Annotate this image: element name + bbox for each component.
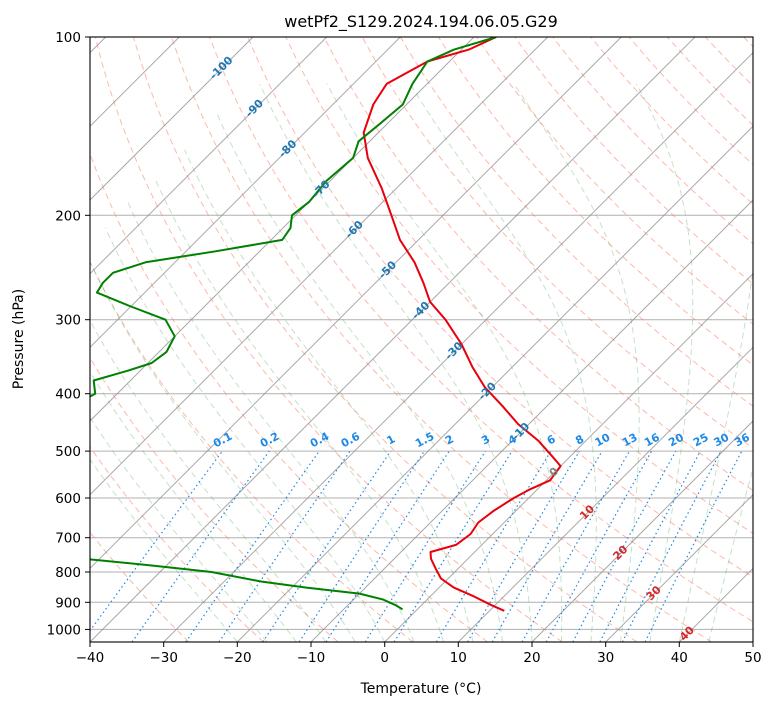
mixing-ratio-line: [364, 450, 486, 642]
y-tick-label: 400: [55, 387, 81, 403]
plot-frame: [89, 36, 754, 643]
isotherms: [90, 37, 753, 642]
isotherm-line: [90, 37, 475, 422]
temperature-line: [362, 37, 562, 612]
mixing-ratio-line: [185, 450, 320, 642]
y-tick-label: 600: [55, 491, 81, 507]
mixing-ratio-line: [599, 450, 702, 642]
dewpoint-line: [90, 37, 497, 611]
mixing-ratio-line: [466, 450, 580, 642]
moist-adiabat: [326, 83, 563, 642]
x-axis-label: Temperature (°C): [360, 681, 482, 697]
pressure-gridlines: [90, 36, 753, 630]
dry-adiabats: [90, 37, 753, 642]
dry-adiabat: [323, 37, 753, 491]
x-tick-label: −20: [223, 650, 252, 666]
x-tick-label: −30: [149, 650, 178, 666]
mixing-ratio-label: 20: [666, 431, 686, 450]
isotherm-line: [605, 493, 753, 642]
isotherm-line: [90, 37, 549, 496]
plot-content: [90, 37, 753, 642]
dry-adiabat: [247, 37, 753, 578]
isotherm-line: [90, 37, 696, 642]
mixing-ratio-line: [298, 450, 425, 642]
mixing-ratio-line: [435, 450, 552, 642]
mixing-ratio-label: 30: [712, 431, 732, 450]
x-tick-label: 20: [523, 650, 540, 666]
dry-adiabat: [94, 37, 563, 642]
moist-adiabat: [104, 227, 386, 642]
moist-adiabat: [90, 319, 327, 642]
sounding-series: [90, 37, 562, 612]
mixing-ratio-label: 13: [620, 431, 640, 450]
x-tick-label: 0: [380, 650, 389, 666]
moist-adiabat: [90, 260, 356, 642]
moist-adiabat: [678, 83, 753, 642]
isotherm-line: [90, 37, 328, 275]
mixing-ratio-label: 25: [691, 431, 711, 450]
y-tick-label: 1000: [47, 622, 81, 638]
moist-adiabat: [513, 83, 640, 642]
mixing-ratio-line: [393, 450, 513, 642]
y-axis-label: Pressure (hPa): [11, 289, 27, 389]
moist-adiabat: [259, 83, 533, 642]
moist-adiabats: [90, 83, 753, 642]
isotherm-line: [531, 420, 753, 642]
y-tick-label: 700: [55, 531, 81, 547]
mixing-ratio-label: 10: [593, 431, 613, 450]
mixing-ratio-line: [262, 450, 392, 642]
dry-adiabat: [90, 446, 264, 642]
x-tick-label: −10: [297, 650, 326, 666]
isotherm-line: [384, 272, 753, 642]
moist-adiabat: [90, 370, 297, 642]
y-tick-label: 100: [55, 30, 81, 46]
plot-area: [90, 37, 753, 642]
x-tick-label: 30: [597, 650, 614, 666]
y-tick-label: 800: [55, 565, 81, 581]
moist-adiabat: [90, 416, 268, 642]
mixing-ratio-line: [572, 450, 677, 642]
dry-adiabat: [90, 260, 414, 642]
mixing-ratio-label: 16: [642, 431, 662, 450]
moist-adiabat: [708, 466, 753, 642]
dry-adiabat: [476, 37, 753, 325]
mixing-ratio-label: 36: [732, 431, 752, 450]
isotherm-line: [90, 37, 622, 570]
moist-adiabat: [90, 458, 238, 642]
dry-adiabat: [209, 37, 753, 623]
mixing-ratio-line: [218, 450, 351, 642]
dry-adiabat: [514, 37, 753, 285]
y-tick-label: 300: [55, 313, 81, 329]
y-axis: 100 200 300 400 500 600 700 800 900 1000: [47, 30, 90, 638]
isotherm-line: [457, 346, 753, 642]
x-axis: −40 −30 −20 −10 0 10 20 30 40 50: [76, 642, 762, 666]
mixing-ratio-lines: [90, 450, 743, 642]
y-tick-label: 900: [55, 595, 81, 611]
mixing-ratio-line: [325, 450, 450, 642]
moist-adiabat: [184, 149, 474, 642]
moist-adiabat: [127, 201, 415, 642]
y-tick-label: 500: [55, 444, 81, 460]
x-tick-label: 50: [744, 650, 761, 666]
x-tick-label: 40: [671, 650, 688, 666]
y-tick-label: 200: [55, 208, 81, 224]
isotherm-line: [90, 37, 254, 201]
moist-adiabat: [635, 83, 694, 642]
chart-title: wetPf2_S129.2024.194.06.05.G29: [284, 12, 558, 32]
x-tick-label: −40: [76, 650, 105, 666]
dry-adiabat: [132, 37, 638, 642]
isotherm-line: [163, 51, 753, 642]
x-tick-label: 10: [450, 650, 467, 666]
moist-adiabat: [216, 113, 503, 642]
isotherm-line: [236, 125, 753, 642]
isotherm-line: [310, 199, 753, 642]
dry-adiabat: [171, 37, 712, 642]
isotherm-line: [752, 641, 753, 642]
isotherm-line: [90, 37, 401, 349]
dry-adiabat: [285, 37, 753, 535]
